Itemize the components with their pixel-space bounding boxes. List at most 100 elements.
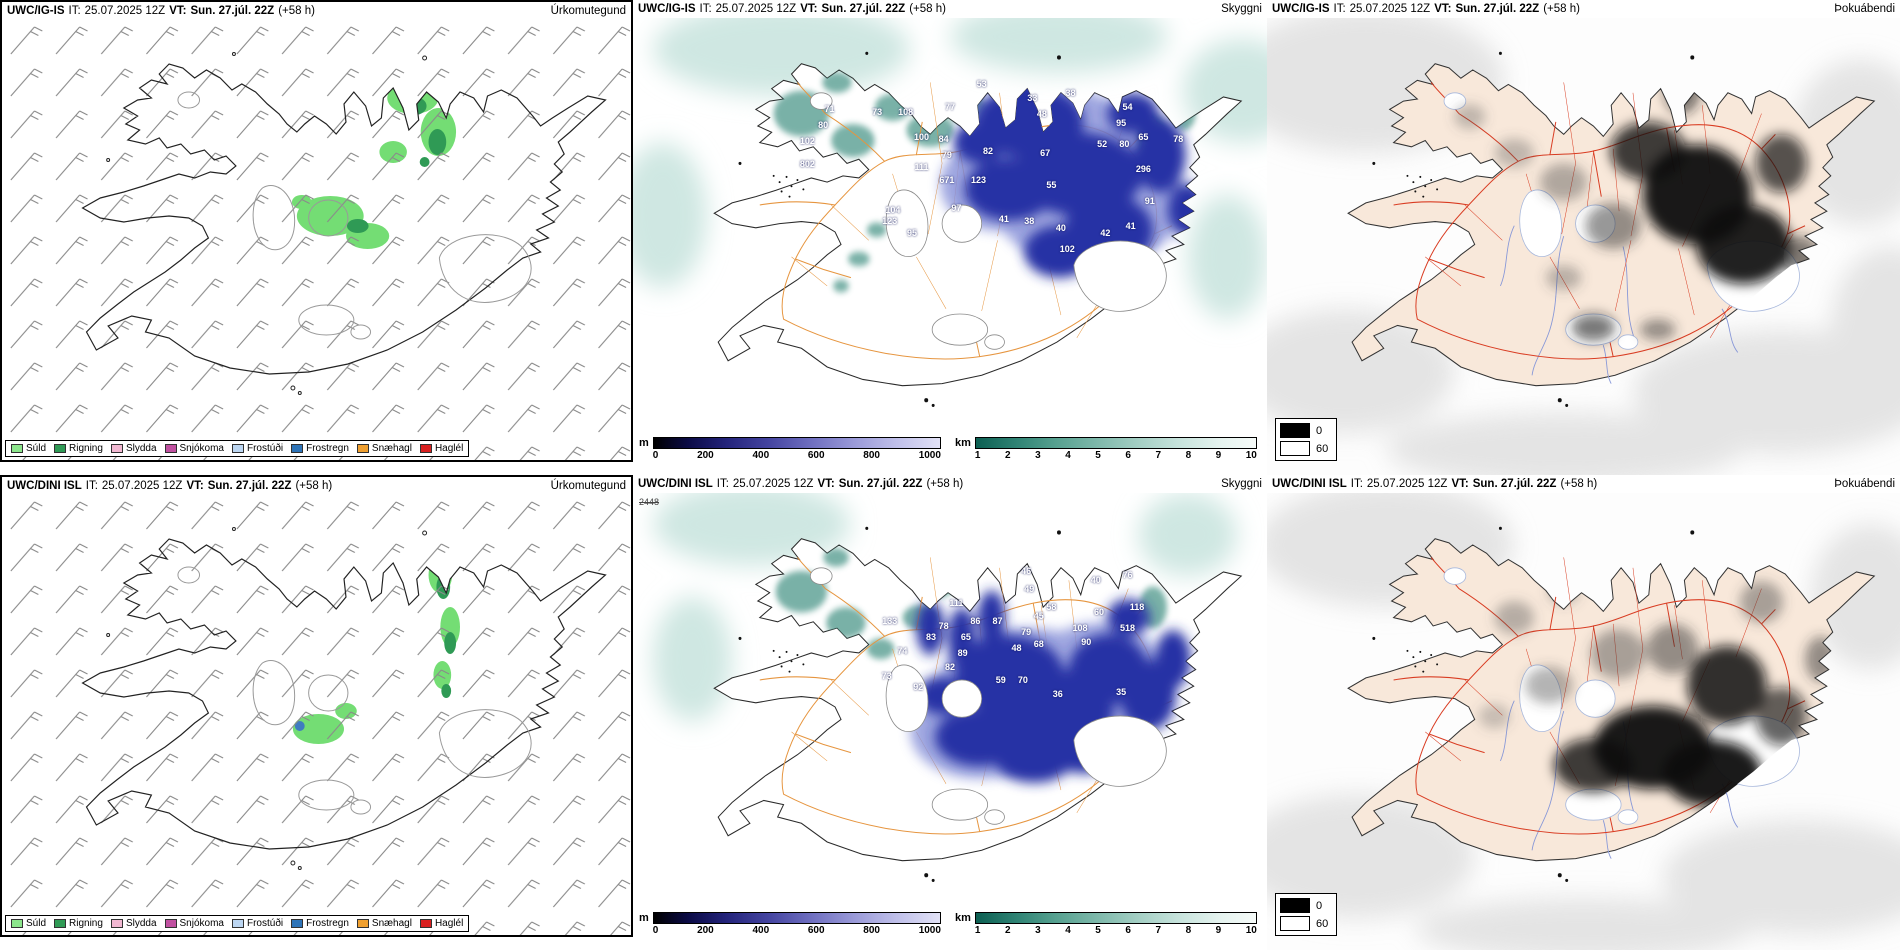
visibility-value: 111 xyxy=(914,161,929,172)
visibility-value: 95 xyxy=(1116,118,1127,129)
panel-fog-igis: UWC/IG-IS IT: 25.07.2025 12Z VT: Sun. 27… xyxy=(1267,0,1900,475)
visibility-value: 82 xyxy=(983,145,994,156)
panel-header: UWC/DINI ISL IT: 25.07.2025 12Z VT: Sun.… xyxy=(2,477,631,495)
valid-time-label: VT: xyxy=(800,3,818,15)
visibility-value: 65 xyxy=(960,631,971,642)
legend-swatch xyxy=(110,444,123,453)
panel-header: UWC/IG-IS IT: 25.07.2025 12Z VT: Sun. 27… xyxy=(1267,0,1900,18)
visibility-value: 49 xyxy=(1024,583,1035,594)
init-time: 25.07.2025 12Z xyxy=(1366,478,1448,490)
visibility-value: 74 xyxy=(897,645,908,656)
legend-label: Snæhagl xyxy=(371,443,412,454)
legend-item: Frostregn xyxy=(291,918,349,929)
visibility-value: 67 xyxy=(1040,147,1051,158)
visibility-value: 52 xyxy=(1097,138,1108,149)
visibility-value: 41 xyxy=(998,214,1009,225)
legend-label: Rigning xyxy=(69,443,103,454)
panel-header: UWC/DINI ISL IT: 25.07.2025 12Z VT: Sun.… xyxy=(633,475,1267,493)
visibility-value: 133 xyxy=(882,615,898,626)
precipitation-map-igis xyxy=(2,20,631,460)
visibility-scalebars: m 0 200 400 600 800 1000 km 1 2 3 4 5 6 7 8 9 10 xyxy=(639,912,1257,936)
scale-tick: 1 xyxy=(974,925,981,936)
scale-tick: 5 xyxy=(1095,925,1101,936)
legend-swatch xyxy=(11,919,23,928)
meters-unit-label: m xyxy=(639,437,649,449)
fog-legend-row: 0 xyxy=(1280,423,1328,438)
valid-time: Sun. 27.júl. 22Z xyxy=(1455,3,1540,15)
meters-unit-label: m xyxy=(639,912,649,924)
visibility-value: 97 xyxy=(951,202,962,213)
visibility-value: 82 xyxy=(944,661,956,672)
meters-scale-gradient xyxy=(652,437,941,449)
init-time: 25.07.2025 12Z xyxy=(101,480,183,492)
meters-scalebar: m 0 200 400 600 800 1000 xyxy=(639,912,941,936)
fog-value: 60 xyxy=(1316,917,1329,930)
panel-header: UWC/DINI ISL IT: 25.07.2025 12Z VT: Sun.… xyxy=(1267,475,1900,493)
visibility-value: 36 xyxy=(1052,689,1063,700)
legend-swatch xyxy=(54,444,67,453)
scale-tick: 1000 xyxy=(918,925,941,936)
valid-time: Sun. 27.júl. 22Z xyxy=(1472,478,1557,490)
scale-tick: 8 xyxy=(1185,925,1192,936)
visibility-value: 80 xyxy=(1119,138,1130,149)
scale-tick: 6 xyxy=(1125,925,1131,936)
legend-label: Slydda xyxy=(125,443,157,454)
visibility-value: 89 xyxy=(957,647,968,658)
visibility-value: 84 xyxy=(938,134,949,145)
legend-swatch xyxy=(231,444,244,453)
km-scalebar: km 1 2 3 4 5 6 7 8 9 10 xyxy=(955,912,1257,936)
scale-tick: 6 xyxy=(1125,450,1131,461)
visibility-value: 76 xyxy=(1122,570,1133,581)
scale-tick: 2 xyxy=(1005,925,1011,936)
model-name: UWC/IG-IS xyxy=(638,3,696,15)
legend-item: Rigning xyxy=(54,443,103,454)
visibility-value: 91 xyxy=(1144,195,1155,206)
fog-legend-row: 60 xyxy=(1280,916,1328,931)
product-name: Þokuábendi xyxy=(1834,3,1895,15)
visibility-value: 108 xyxy=(1072,622,1088,633)
visibility-value: 46 xyxy=(1021,565,1032,576)
legend-item: Frostregn xyxy=(291,443,349,454)
init-time: 25.07.2025 12Z xyxy=(715,3,797,15)
valid-time: Sun. 27.júl. 22Z xyxy=(821,3,906,15)
valid-time: Sun. 27.júl. 22Z xyxy=(190,5,275,17)
panel-fog-dini: UWC/DINI ISL IT: 25.07.2025 12Z VT: Sun.… xyxy=(1267,475,1900,950)
legend-swatch xyxy=(231,919,244,928)
visibility-value: 40 xyxy=(1055,223,1066,234)
valid-time: Sun. 27.júl. 22Z xyxy=(838,478,923,490)
scale-tick: 1 xyxy=(974,450,981,461)
fog-map-dini xyxy=(1267,493,1900,950)
legend-swatch xyxy=(164,919,177,928)
visibility-value: 41 xyxy=(1125,220,1136,231)
scale-tick: 3 xyxy=(1035,925,1041,936)
panel-precip-igis: UWC/IG-IS IT: 25.07.2025 12Z VT: Sun. 27… xyxy=(0,0,633,462)
legend-label: Frostregn xyxy=(306,918,349,929)
product-name: Skyggni xyxy=(1221,478,1262,490)
legend-swatch xyxy=(54,919,67,928)
visibility-value: 71 xyxy=(824,104,835,115)
fog-swatch xyxy=(1280,898,1310,913)
visibility-value: 73 xyxy=(872,106,883,117)
scale-tick: 10 xyxy=(1245,925,1257,936)
visibility-value: 45 xyxy=(1033,611,1044,622)
meters-scale-ticks: 0 200 400 600 800 1000 xyxy=(653,925,941,936)
legend-swatch xyxy=(164,444,177,453)
visibility-value: 79 xyxy=(1021,627,1032,638)
legend-label: Snæhagl xyxy=(371,918,412,929)
fog-map-igis xyxy=(1267,18,1900,475)
fog-legend: 0 60 xyxy=(1275,893,1338,936)
visibility-value: 123 xyxy=(882,216,898,227)
model-name: UWC/IG-IS xyxy=(7,5,65,17)
precip-type-legend: Súld Rigning Slydda Snjókoma xyxy=(5,440,470,457)
legend-swatch xyxy=(419,919,432,928)
scale-tick: 8 xyxy=(1185,450,1192,461)
legend-item: Súld xyxy=(11,918,46,929)
km-scale-gradient xyxy=(974,437,1257,449)
legend-item: Snjókoma xyxy=(164,918,224,929)
legend-label: Snjókoma xyxy=(179,443,224,454)
precip-type-legend: Súld Rigning Slydda Snjókoma xyxy=(5,915,470,932)
scale-tick: 9 xyxy=(1215,925,1222,936)
visibility-value: 86 xyxy=(970,615,981,626)
scale-tick: 0 xyxy=(652,925,659,936)
legend-item: Slydda xyxy=(110,918,157,929)
